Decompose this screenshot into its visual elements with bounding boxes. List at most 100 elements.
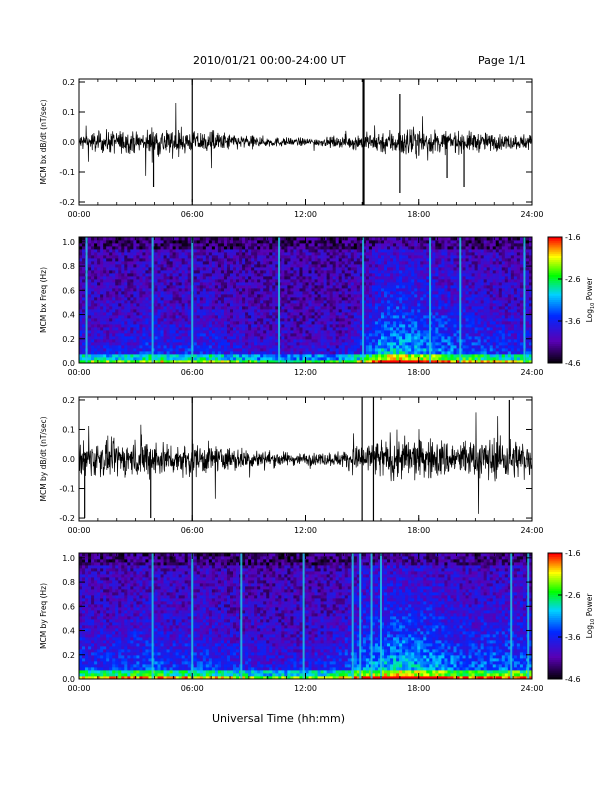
heat-cell xyxy=(82,306,86,310)
heat-cell xyxy=(91,285,95,289)
heat-cell xyxy=(79,318,83,322)
heat-cell xyxy=(320,330,325,334)
heat-cell xyxy=(399,279,403,283)
heat-cell xyxy=(97,273,101,277)
heat-cell xyxy=(91,330,95,334)
heat-cell xyxy=(217,291,222,295)
heat-cell xyxy=(393,339,397,343)
heat-cell xyxy=(115,279,119,283)
heat-cell xyxy=(157,297,161,301)
heat-cell xyxy=(124,318,128,322)
heat-cell xyxy=(94,297,98,301)
heat-cell xyxy=(365,279,370,283)
heat-cell xyxy=(296,333,300,337)
heat-cell xyxy=(257,294,261,298)
heat-cell xyxy=(305,342,309,346)
heat-cell xyxy=(326,303,331,307)
heat-cell xyxy=(293,333,297,337)
heat-cell xyxy=(368,342,373,346)
heat-cell xyxy=(332,321,337,325)
heat-cell xyxy=(393,261,397,265)
heat-cell xyxy=(157,273,161,277)
heat-cell xyxy=(281,318,285,322)
heat-cell xyxy=(103,351,107,355)
heat-cell xyxy=(296,273,300,277)
heat-cell xyxy=(384,309,388,313)
heat-cell xyxy=(393,267,397,271)
heat-cell xyxy=(290,324,294,328)
heat-cell xyxy=(281,354,285,358)
heat-cell xyxy=(202,255,207,259)
heat-cell xyxy=(193,309,198,313)
heat-cell xyxy=(362,300,367,304)
heat-cell xyxy=(178,282,183,286)
heat-cell xyxy=(314,348,318,352)
heat-cell xyxy=(393,258,397,262)
heat-cell xyxy=(414,282,418,286)
heat-cell xyxy=(178,321,183,325)
heat-cell xyxy=(139,246,143,250)
heat-cell xyxy=(239,282,243,286)
heat-cell xyxy=(91,309,95,313)
heat-cell xyxy=(356,318,361,322)
heat-cell xyxy=(399,285,403,289)
heat-cell xyxy=(272,264,276,268)
heat-cell xyxy=(323,288,328,292)
heat-cell xyxy=(248,276,252,280)
heat-cell xyxy=(211,252,216,256)
heat-cell xyxy=(166,285,170,289)
heat-cell xyxy=(97,333,101,337)
heat-cell xyxy=(263,246,267,250)
heat-cell xyxy=(332,270,337,274)
heat-cell xyxy=(329,252,334,256)
heat-cell xyxy=(136,291,140,295)
heat-cell xyxy=(299,354,303,358)
heat-cell xyxy=(223,312,228,316)
heat-cell xyxy=(275,315,279,319)
heat-cell xyxy=(148,246,152,250)
heat-cell xyxy=(405,312,409,316)
heat-cell xyxy=(399,312,403,316)
heat-cell xyxy=(284,336,288,340)
heat-cell xyxy=(145,285,149,289)
heat-cell xyxy=(296,306,300,310)
heat-cell xyxy=(362,330,367,334)
heat-cell xyxy=(420,267,424,271)
heat-cell xyxy=(356,285,361,289)
heat-cell xyxy=(308,258,312,262)
heat-cell xyxy=(226,279,231,283)
heat-cell xyxy=(350,279,355,283)
heat-cell xyxy=(371,303,376,307)
heat-cell xyxy=(308,261,312,265)
heat-cell xyxy=(305,246,309,250)
heat-cell xyxy=(338,300,343,304)
heat-cell xyxy=(362,267,367,271)
heat-cell xyxy=(94,303,98,307)
heat-cell xyxy=(293,255,297,259)
heat-cell xyxy=(223,261,228,265)
heat-cell xyxy=(106,240,110,244)
heat-cell xyxy=(371,324,376,328)
heat-cell xyxy=(109,345,113,349)
heat-cell xyxy=(230,312,234,316)
heat-cell xyxy=(405,291,409,295)
heat-cell xyxy=(417,270,421,274)
heat-cell xyxy=(402,300,406,304)
heat-cell xyxy=(320,273,325,277)
heat-cell xyxy=(230,318,234,322)
heat-cell xyxy=(284,237,288,241)
heat-cell xyxy=(332,324,337,328)
heat-cell xyxy=(214,243,219,247)
heat-cell xyxy=(136,315,140,319)
heat-cell xyxy=(408,279,412,283)
heat-cell xyxy=(284,321,288,325)
heat-cell xyxy=(341,291,346,295)
heat-cell xyxy=(136,309,140,313)
heat-cell xyxy=(344,267,349,271)
heat-cell xyxy=(402,297,406,301)
heat-cell xyxy=(332,297,337,301)
heat-cell xyxy=(408,288,412,292)
heat-cell xyxy=(245,279,249,283)
heat-cell xyxy=(106,288,110,292)
heat-cell xyxy=(233,339,237,343)
